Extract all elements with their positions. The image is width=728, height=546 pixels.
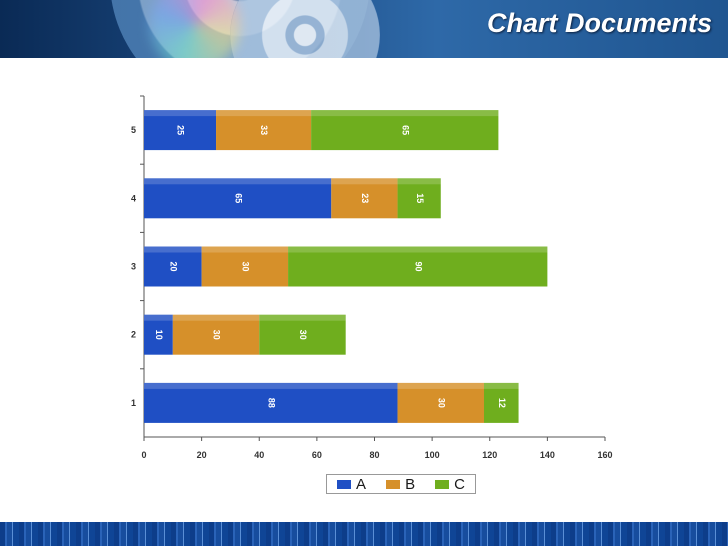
x-tick-label: 20 xyxy=(197,450,207,460)
bar-segment xyxy=(216,110,312,151)
x-tick-label: 100 xyxy=(425,450,440,460)
bar-segment xyxy=(397,382,484,423)
slide-footer-band xyxy=(0,522,728,546)
x-tick-label: 40 xyxy=(254,450,264,460)
data-label: 88 xyxy=(266,398,276,408)
data-label: 65 xyxy=(400,125,410,135)
bar-highlight xyxy=(311,110,499,117)
data-label: 30 xyxy=(240,261,250,271)
data-label: 90 xyxy=(413,261,423,271)
legend-label: B xyxy=(405,475,416,493)
cd-disc-image-small xyxy=(230,0,380,58)
legend-swatch xyxy=(337,479,352,489)
bar-segment xyxy=(259,314,346,355)
bar-highlight xyxy=(144,110,217,117)
data-label: 30 xyxy=(298,330,308,340)
bar-highlight xyxy=(144,246,202,253)
slide-title: Chart Documents xyxy=(486,8,712,38)
bar-highlight xyxy=(201,246,289,253)
bar-highlight xyxy=(172,314,260,321)
data-label: 20 xyxy=(168,261,178,271)
y-tick-label: 2 xyxy=(131,330,136,340)
bar-highlight xyxy=(259,314,346,321)
y-tick-label: 4 xyxy=(131,193,136,203)
x-tick-label: 160 xyxy=(597,450,612,460)
y-tick-label: 3 xyxy=(131,262,136,272)
bar-highlight xyxy=(397,382,484,389)
data-label: 30 xyxy=(436,398,446,408)
data-label: 25 xyxy=(176,125,186,135)
y-tick-label: 1 xyxy=(131,398,136,408)
bar-segment xyxy=(483,382,519,423)
bar-segment xyxy=(172,314,260,355)
chart-legend: A B C xyxy=(326,474,476,494)
slide-header: Chart Documents xyxy=(0,0,728,58)
legend-item: A xyxy=(337,476,366,493)
bar-highlight xyxy=(144,178,332,185)
data-label: 10 xyxy=(154,330,164,340)
x-tick-label: 140 xyxy=(540,450,555,460)
bar-segment xyxy=(201,246,289,287)
legend-swatch xyxy=(435,479,450,489)
x-tick-label: 120 xyxy=(482,450,497,460)
bar-highlight xyxy=(216,110,312,117)
y-tick-label: 5 xyxy=(131,125,136,135)
bar-highlight xyxy=(331,178,398,185)
bar-segment xyxy=(311,110,499,151)
bar-highlight xyxy=(144,314,173,321)
bar-highlight xyxy=(144,382,398,389)
data-label: 65 xyxy=(233,193,243,203)
legend-label: C xyxy=(454,475,465,493)
bar-segment xyxy=(144,110,217,151)
data-label: 15 xyxy=(415,193,425,203)
bar-segment xyxy=(397,178,441,219)
bar-segment xyxy=(144,382,398,423)
bar-segment xyxy=(144,246,202,287)
bar-segment xyxy=(144,314,173,355)
x-tick-label: 60 xyxy=(312,450,322,460)
legend-item: B xyxy=(386,476,415,493)
bar-highlight xyxy=(288,246,548,253)
x-tick-label: 80 xyxy=(369,450,379,460)
x-tick-label: 0 xyxy=(141,450,146,460)
data-label: 30 xyxy=(212,330,222,340)
bar-highlight xyxy=(397,178,441,185)
legend-swatch xyxy=(386,479,401,489)
legend-label: A xyxy=(356,475,367,493)
data-label: 33 xyxy=(259,125,269,135)
disc-reflection xyxy=(150,0,240,58)
data-label: 23 xyxy=(360,193,370,203)
data-label: 12 xyxy=(497,398,507,408)
bar-highlight xyxy=(483,382,519,389)
legend-item: C xyxy=(435,476,465,493)
bar-segment xyxy=(288,246,548,287)
bar-segment xyxy=(331,178,398,219)
bar-segment xyxy=(144,178,332,219)
